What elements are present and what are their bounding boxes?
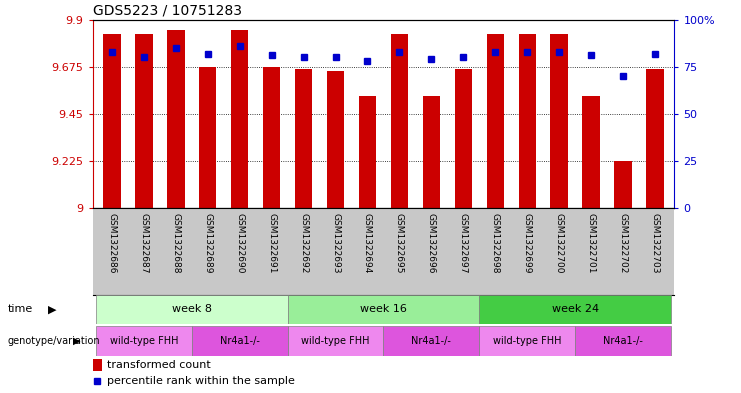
Text: GSM1322694: GSM1322694 (363, 213, 372, 273)
Bar (295, 69, 313, 208)
Bar (359, 96, 376, 208)
Text: genotype/variation: genotype/variation (7, 336, 100, 346)
Text: GSM1322687: GSM1322687 (139, 213, 148, 273)
Bar (135, 34, 153, 208)
Bar (454, 69, 472, 208)
Text: Nr4a1-/-: Nr4a1-/- (411, 336, 451, 346)
Text: GDS5223 / 10751283: GDS5223 / 10751283 (93, 3, 242, 17)
Bar (646, 69, 664, 208)
Text: GSM1322700: GSM1322700 (555, 213, 564, 273)
Bar (93, 359, 102, 371)
Text: GSM1322698: GSM1322698 (491, 213, 500, 273)
Text: GSM1322691: GSM1322691 (267, 213, 276, 273)
Bar (96, 295, 288, 324)
Text: wild-type FHH: wild-type FHH (302, 336, 370, 346)
Bar (551, 34, 568, 208)
Text: GSM1322697: GSM1322697 (459, 213, 468, 273)
Text: transformed count: transformed count (107, 360, 211, 370)
Bar (487, 34, 504, 208)
Text: GSM1322686: GSM1322686 (107, 213, 116, 273)
Bar (288, 295, 479, 324)
Bar (96, 326, 192, 356)
Bar (575, 326, 671, 356)
Bar (582, 96, 600, 208)
Text: GSM1322689: GSM1322689 (203, 213, 212, 273)
Bar (288, 326, 384, 356)
Bar (103, 34, 121, 208)
Text: GSM1322693: GSM1322693 (331, 213, 340, 273)
Text: GSM1322703: GSM1322703 (651, 213, 659, 273)
Bar (383, 326, 479, 356)
Bar (479, 295, 671, 324)
Text: ▶: ▶ (73, 336, 81, 346)
Text: GSM1322699: GSM1322699 (523, 213, 532, 273)
Text: wild-type FHH: wild-type FHH (493, 336, 562, 346)
Text: GSM1322690: GSM1322690 (235, 213, 244, 273)
Text: time: time (7, 305, 33, 314)
Bar (422, 96, 440, 208)
Bar (263, 67, 280, 208)
Text: GSM1322701: GSM1322701 (587, 213, 596, 273)
Text: GSM1322692: GSM1322692 (299, 213, 308, 273)
Text: percentile rank within the sample: percentile rank within the sample (107, 376, 296, 386)
Text: GSM1322696: GSM1322696 (427, 213, 436, 273)
Bar (231, 30, 248, 208)
Bar (519, 34, 536, 208)
Text: wild-type FHH: wild-type FHH (110, 336, 178, 346)
Text: Nr4a1-/-: Nr4a1-/- (603, 336, 643, 346)
Bar (192, 326, 288, 356)
Bar (391, 34, 408, 208)
Text: Nr4a1-/-: Nr4a1-/- (220, 336, 259, 346)
Text: week 24: week 24 (551, 305, 599, 314)
Bar (614, 161, 632, 208)
Bar (199, 67, 216, 208)
Text: week 16: week 16 (360, 305, 407, 314)
Text: GSM1322688: GSM1322688 (171, 213, 180, 273)
Bar (167, 30, 185, 208)
Text: week 8: week 8 (172, 305, 212, 314)
Bar (327, 71, 345, 208)
Text: GSM1322702: GSM1322702 (619, 213, 628, 273)
Bar (479, 326, 575, 356)
Text: GSM1322695: GSM1322695 (395, 213, 404, 273)
Text: ▶: ▶ (48, 305, 56, 314)
